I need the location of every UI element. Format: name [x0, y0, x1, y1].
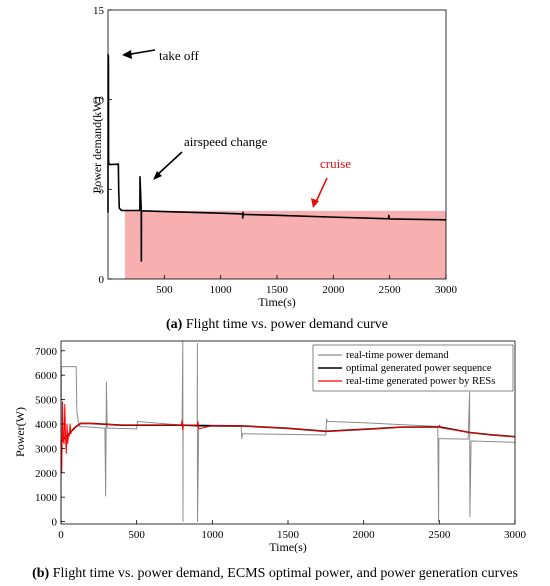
chart-b-y-axis-label: Power(W) [13, 407, 27, 457]
chart-b-y-tick-label: 4000 [35, 419, 58, 431]
chart-a-y-axis-label: Power demand(kW) [90, 97, 104, 194]
caption-a: (a) Flight time vs. power demand curve [166, 317, 388, 332]
chart-a-x-tick-label: 500 [156, 284, 173, 296]
chart-b-y-ticks: 0 1000 2000 3000 4000 5000 6000 7000 [35, 346, 65, 529]
cruise-arrow [314, 177, 328, 205]
annotation-cruise: cruise [311, 156, 351, 208]
chart-b-y-tick-label: 1000 [35, 492, 58, 504]
chart-b-y-tick-label: 2000 [35, 468, 58, 480]
chart-b-y-tick-label: 3000 [35, 443, 58, 455]
power-demand-line [107, 54, 447, 262]
legend-box [312, 344, 514, 392]
caption-b: (b) Flight time vs. power demand, ECMS o… [32, 566, 518, 581]
airspeed-change-arrowhead [153, 171, 162, 180]
chart-a-y-tick-label: 10 [93, 95, 105, 107]
power-demand-series [107, 54, 447, 262]
airspeed-change-arrow [155, 151, 183, 177]
chart-b-x-tick-label: 1500 [277, 529, 300, 541]
chart-b-x-tick-label: 0 [58, 529, 64, 541]
chart-b-y-tick-label: 6000 [35, 370, 58, 382]
cruise-label: cruise [320, 156, 351, 171]
legend-label-demand: real-time power demand [346, 350, 449, 361]
take-off-arrowhead [122, 50, 132, 59]
annotation-take-off: take off [122, 48, 199, 63]
chart-a-y-ticks: 0 5 10 15 [93, 5, 112, 286]
cruise-region-rect [124, 210, 447, 279]
cruise-arrowhead [311, 198, 319, 208]
chart-b-x-tick-label: 3000 [504, 529, 527, 541]
chart-b-y-tick-label: 5000 [35, 395, 58, 407]
chart-b-x-tick-label: 2500 [428, 529, 451, 541]
chart-b-series [60, 340, 516, 523]
cruise-region [124, 210, 447, 279]
real-time-power-demand-line [60, 340, 516, 523]
chart-b-y-tick-label: 7000 [35, 346, 58, 358]
chart-a-y-tick-label: 0 [99, 274, 105, 286]
chart-b-x-ticks: 0 500 1000 1500 2000 2500 3000 [58, 520, 527, 541]
annotation-airspeed-change: airspeed change [153, 134, 268, 180]
chart-a: 500 1000 1500 2000 2500 3000 0 5 10 15 Time(s) P… [90, 5, 458, 309]
chart-b-x-tick-label: 1000 [201, 529, 224, 541]
chart-a-y-tick-label: 5 [99, 184, 105, 196]
chart-a-x-tick-label: 2500 [379, 284, 402, 296]
chart-b-x-tick-label: 2000 [353, 529, 376, 541]
chart-a-x-tick-label: 2000 [322, 284, 345, 296]
chart-b-x-axis-label: Time(s) [269, 540, 307, 554]
res-generated-power-line [60, 401, 516, 474]
chart-b-legend: real-time power demand optimal generated… [312, 344, 514, 392]
chart-a-x-tick-label: 3000 [435, 284, 458, 296]
legend-label-res: real-time generated power by RESs [346, 376, 495, 387]
chart-b-y-tick-label: 0 [52, 517, 58, 529]
take-off-label: take off [159, 48, 199, 63]
chart-a-x-axis-label: Time(s) [258, 295, 296, 309]
chart-a-x-tick-label: 1000 [210, 284, 233, 296]
legend-label-optimal: optimal generated power sequence [346, 363, 492, 374]
chart-b-x-tick-label: 500 [128, 529, 145, 541]
chart-a-y-tick-label: 15 [93, 5, 105, 17]
airspeed-change-label: airspeed change [184, 134, 268, 149]
chart-a-x-ticks: 500 1000 1500 2000 2500 3000 [156, 275, 458, 296]
chart-b: 0 500 1000 1500 2000 2500 3000 0 1000 2000 3000 40… [13, 340, 527, 554]
chart-a-x-tick-label: 1500 [266, 284, 289, 296]
